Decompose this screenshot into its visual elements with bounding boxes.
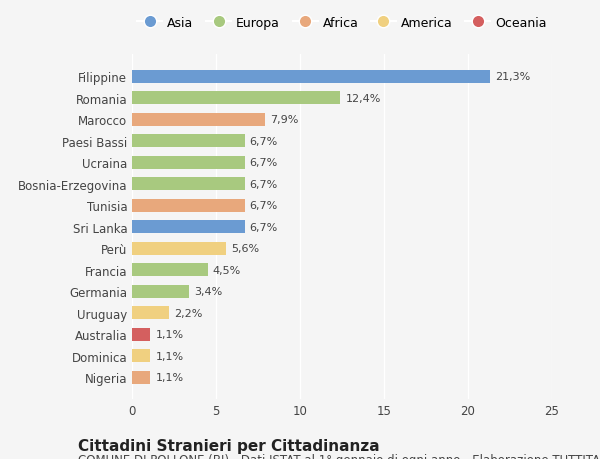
Text: 4,5%: 4,5% [212, 265, 241, 275]
Text: 3,4%: 3,4% [194, 286, 223, 297]
Bar [132, 307, 169, 319]
Text: Cittadini Stranieri per Cittadinanza: Cittadini Stranieri per Cittadinanza [78, 438, 380, 453]
Legend: Asia, Europa, Africa, America, Oceania: Asia, Europa, Africa, America, Oceania [137, 17, 547, 29]
Text: 1,1%: 1,1% [155, 372, 184, 382]
Text: 6,7%: 6,7% [250, 201, 278, 211]
Bar [132, 263, 208, 276]
Text: 7,9%: 7,9% [270, 115, 298, 125]
Bar [132, 178, 245, 191]
Text: 2,2%: 2,2% [174, 308, 202, 318]
Bar [132, 221, 245, 234]
Text: 6,7%: 6,7% [250, 179, 278, 189]
Text: COMUNE DI POLLONE (BI) - Dati ISTAT al 1° gennaio di ogni anno - Elaborazione TU: COMUNE DI POLLONE (BI) - Dati ISTAT al 1… [78, 453, 600, 459]
Text: 6,7%: 6,7% [250, 136, 278, 146]
Bar [132, 349, 151, 362]
Text: 6,7%: 6,7% [250, 222, 278, 232]
Bar [132, 135, 245, 148]
Bar [132, 328, 151, 341]
Bar [132, 371, 151, 384]
Bar [132, 71, 490, 84]
Text: 1,1%: 1,1% [155, 330, 184, 339]
Text: 6,7%: 6,7% [250, 158, 278, 168]
Text: 1,1%: 1,1% [155, 351, 184, 361]
Bar [132, 92, 340, 105]
Bar [132, 242, 226, 255]
Text: 5,6%: 5,6% [231, 244, 259, 254]
Bar [132, 285, 189, 298]
Text: 12,4%: 12,4% [346, 94, 381, 104]
Bar [132, 157, 245, 169]
Bar [132, 199, 245, 212]
Text: 21,3%: 21,3% [495, 72, 530, 82]
Bar [132, 113, 265, 127]
